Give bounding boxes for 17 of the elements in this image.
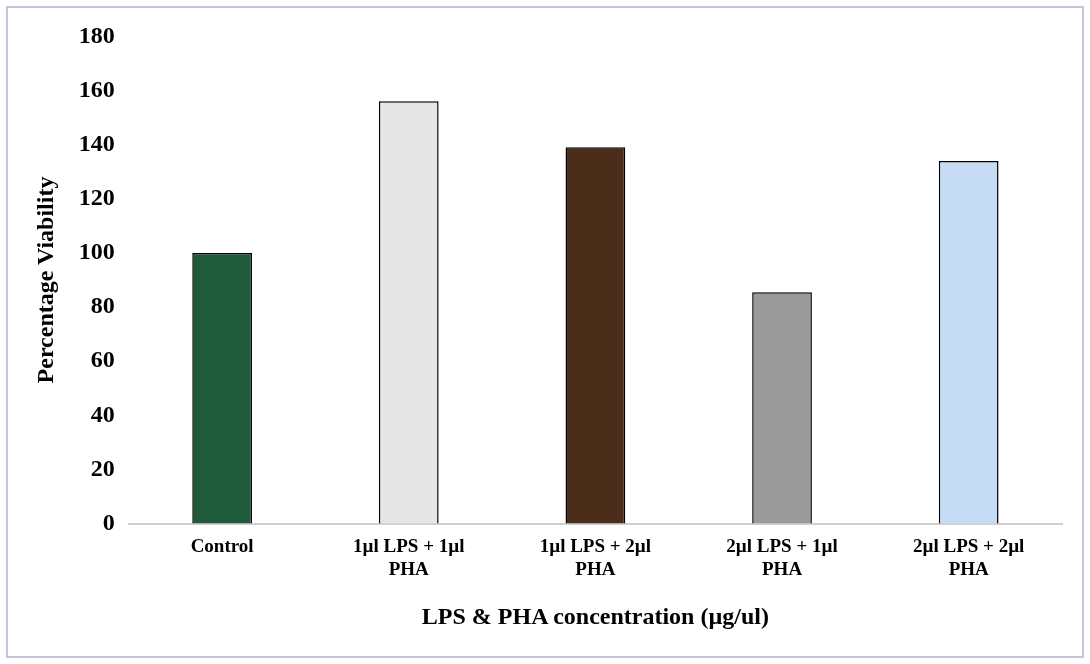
y-tick-label: 120 — [78, 184, 115, 210]
y-tick-label: 160 — [78, 75, 115, 102]
x-tick-label: 1µl LPS + 2µl PHA — [539, 534, 652, 579]
y-tick-label: 0 — [102, 508, 115, 535]
x-tick-label: 2µl LPS + 1µl PHA — [726, 534, 838, 579]
x-tick-label: 1µl LPS + 1µl PHA — [353, 534, 465, 579]
y-tick-label: 180 — [78, 21, 115, 48]
y-tick-label: 60 — [90, 346, 115, 373]
x-axis-title: LPS & PHA concentration (µg/ul) — [421, 602, 769, 629]
y-tick-label: 40 — [90, 400, 115, 427]
y-tick-label: 80 — [90, 292, 115, 319]
x-tick-label: 2µl LPS + 2µl PHA — [912, 534, 1025, 579]
y-tick-label: 20 — [90, 454, 115, 481]
x-tick-label: Control — [190, 534, 254, 556]
y-tick-label: 100 — [78, 238, 115, 265]
y-axis-title: Percentage Viability — [31, 176, 58, 384]
y-tick-label: 140 — [78, 129, 115, 156]
